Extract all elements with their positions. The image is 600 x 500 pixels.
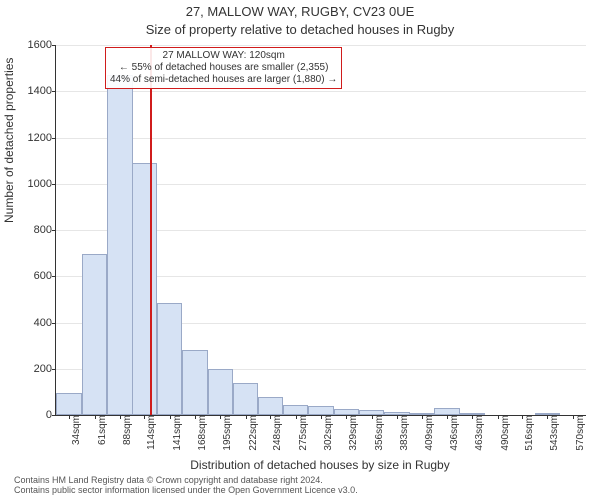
xtick-label: 168sqm xyxy=(195,415,208,451)
xtick-label: 516sqm xyxy=(522,415,535,451)
histogram-bar xyxy=(132,163,157,415)
histogram-bar xyxy=(283,405,308,415)
annotation-line2: ← 55% of detached houses are smaller (2,… xyxy=(110,62,337,74)
xtick-label: 356sqm xyxy=(372,415,385,451)
footer-line2: Contains public sector information licen… xyxy=(14,486,358,496)
annotation-line1: 27 MALLOW WAY: 120sqm xyxy=(110,50,337,62)
xtick-label: 302sqm xyxy=(321,415,334,451)
xtick-label: 570sqm xyxy=(573,415,586,451)
xtick-label: 543sqm xyxy=(547,415,560,451)
gridline-h xyxy=(56,45,586,46)
ytick-label: 1600 xyxy=(28,39,56,51)
histogram-bar xyxy=(233,383,258,415)
ytick-label: 1200 xyxy=(28,132,56,144)
footer-attribution: Contains HM Land Registry data © Crown c… xyxy=(14,476,358,496)
xtick-label: 409sqm xyxy=(422,415,435,451)
xtick-label: 383sqm xyxy=(397,415,410,451)
xtick-label: 436sqm xyxy=(447,415,460,451)
chart-title-line2: Size of property relative to detached ho… xyxy=(0,22,600,37)
plot-area: 0200400600800100012001400160034sqm61sqm8… xyxy=(55,45,586,416)
xtick-label: 114sqm xyxy=(144,415,157,450)
chart-container: 27, MALLOW WAY, RUGBY, CV23 0UE Size of … xyxy=(0,0,600,500)
gridline-h xyxy=(56,138,586,139)
x-axis-label: Distribution of detached houses by size … xyxy=(55,458,585,472)
histogram-bar xyxy=(56,393,81,415)
annotation-line3: 44% of semi-detached houses are larger (… xyxy=(110,74,337,86)
xtick-label: 222sqm xyxy=(246,415,259,451)
histogram-bar xyxy=(308,406,333,415)
xtick-label: 88sqm xyxy=(120,415,133,445)
ytick-label: 600 xyxy=(34,270,56,282)
xtick-label: 329sqm xyxy=(346,415,359,451)
property-marker-line xyxy=(150,45,152,415)
histogram-bar xyxy=(157,303,182,415)
xtick-label: 275sqm xyxy=(296,415,309,451)
xtick-label: 490sqm xyxy=(498,415,511,451)
gridline-h xyxy=(56,91,586,92)
ytick-label: 0 xyxy=(46,409,56,421)
xtick-label: 195sqm xyxy=(220,415,233,451)
ytick-label: 400 xyxy=(34,317,56,329)
histogram-bar xyxy=(182,350,207,415)
ytick-label: 1000 xyxy=(28,178,56,190)
ytick-label: 800 xyxy=(34,224,56,236)
ytick-label: 200 xyxy=(34,363,56,375)
histogram-bar xyxy=(434,408,459,415)
xtick-label: 141sqm xyxy=(170,415,183,451)
xtick-label: 61sqm xyxy=(95,415,108,445)
ytick-label: 1400 xyxy=(28,85,56,97)
xtick-label: 34sqm xyxy=(69,415,82,445)
chart-title-line1: 27, MALLOW WAY, RUGBY, CV23 0UE xyxy=(0,4,600,19)
xtick-label: 248sqm xyxy=(270,415,283,451)
histogram-bar xyxy=(208,369,233,415)
annotation-box: 27 MALLOW WAY: 120sqm ← 55% of detached … xyxy=(105,47,342,89)
histogram-bar xyxy=(82,254,107,415)
y-axis-label: Number of detached properties xyxy=(2,58,16,223)
xtick-label: 463sqm xyxy=(472,415,485,451)
histogram-bar xyxy=(107,75,132,415)
histogram-bar xyxy=(258,397,283,416)
